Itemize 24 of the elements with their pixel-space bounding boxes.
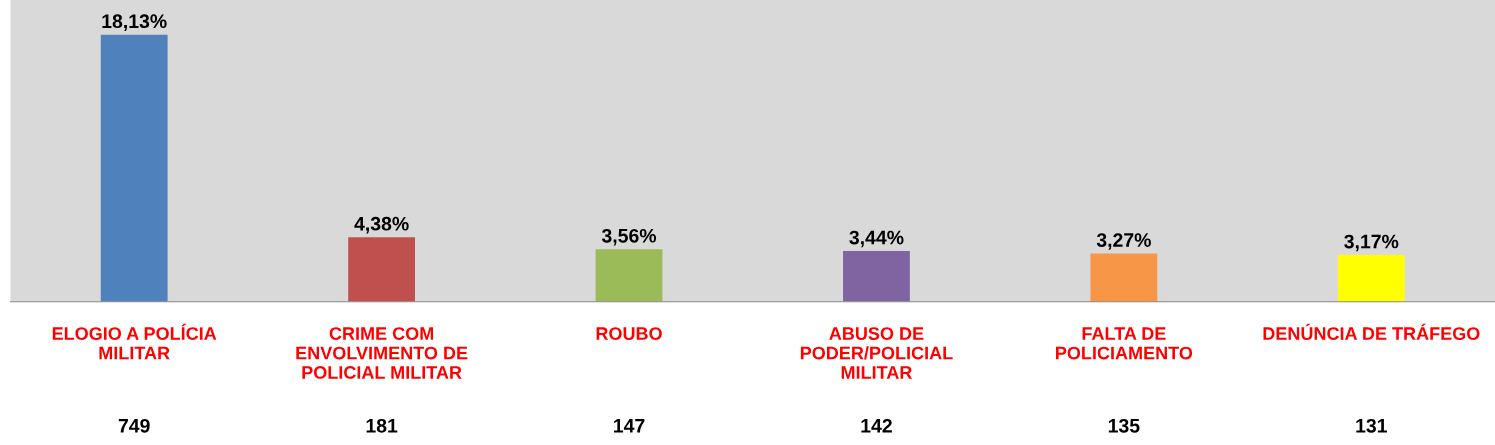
bar — [595, 249, 663, 302]
x-tick-label: ROUBO — [596, 327, 662, 340]
text: 135 — [1108, 418, 1140, 433]
bar — [348, 237, 415, 302]
text: 131 — [1356, 418, 1387, 433]
bar — [1337, 255, 1405, 302]
x-tick-label: ELOGIO A POLÍCIA MILITAR — [52, 323, 217, 360]
x-tick-label: FALTA DE POLICIAMENTO — [1056, 327, 1193, 360]
data-label: 18,13% — [102, 14, 167, 31]
data-label: 3,44% — [849, 230, 904, 248]
bar — [843, 251, 910, 302]
text: 181 — [366, 418, 398, 433]
text: 147 — [614, 419, 645, 433]
x-tick-label: CRIME COM ENVOLVIMENTO DE POLICIAL MILITAR — [296, 327, 468, 379]
x-tick-label: DENÚNCIA DE TRÁFEGO — [1263, 323, 1480, 340]
bar — [100, 34, 168, 302]
data-label: 3,17% — [1344, 234, 1399, 252]
x-tick-label: ABUSO DE PODER/POLICIAL MILITAR — [800, 327, 953, 379]
data-label: 3,27% — [1096, 233, 1151, 250]
text: 142 — [861, 418, 892, 433]
bar — [1090, 253, 1158, 302]
data-label: 4,38% — [354, 216, 409, 234]
text: 749 — [118, 418, 150, 433]
data-label: 3,56% — [601, 228, 657, 246]
